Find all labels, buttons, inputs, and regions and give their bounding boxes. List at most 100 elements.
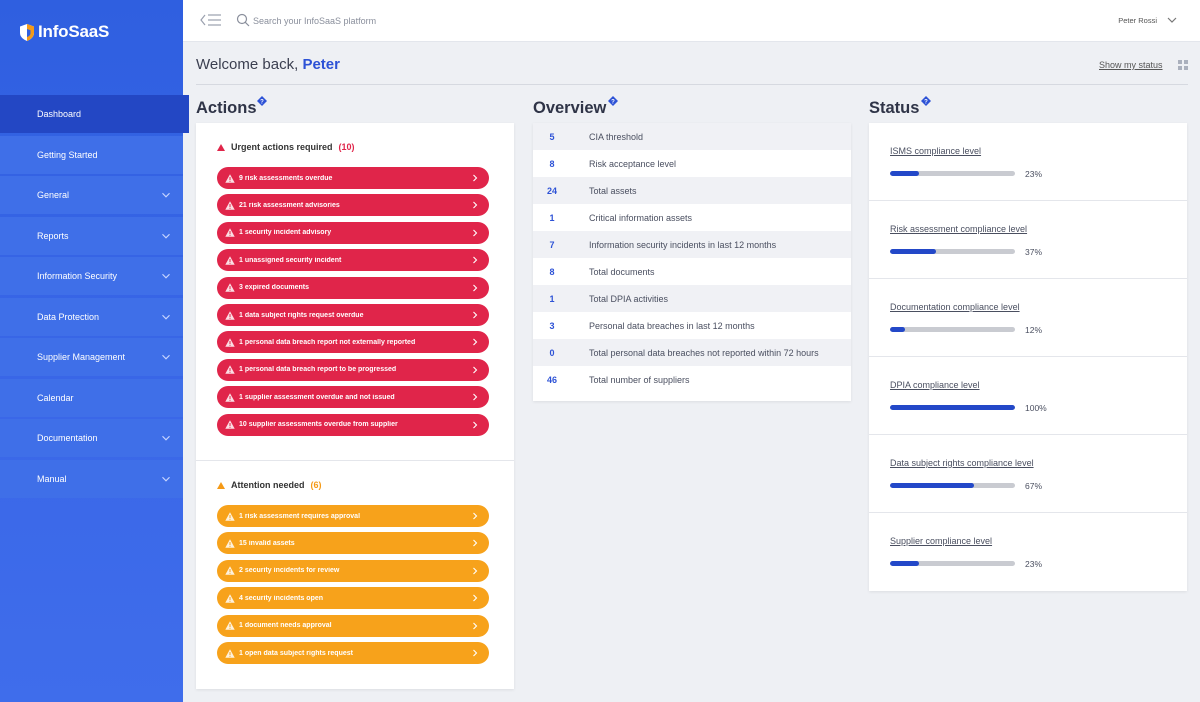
overview-value: 8: [549, 266, 555, 277]
sidebar-item-reports[interactable]: Reports: [0, 216, 183, 255]
action-item-button[interactable]: 1 data subject rights request overdue: [217, 304, 489, 326]
compliance-block: DPIA compliance level 100%: [869, 357, 1187, 435]
compliance-level-link[interactable]: Data subject rights compliance level: [890, 458, 1034, 468]
action-item-button[interactable]: 15 invalid assets: [217, 532, 489, 555]
collapse-menu-icon[interactable]: [200, 13, 222, 27]
overview-value: 1: [549, 293, 555, 304]
action-item-button[interactable]: 1 risk assessment requires approval: [217, 505, 489, 527]
overview-row: 5 CIA threshold: [533, 123, 851, 150]
chevron-right-icon: [471, 284, 479, 292]
welcome-heading: Welcome back, Peter: [196, 56, 340, 73]
overview-value: 0: [549, 347, 555, 358]
sidebar-item-manual[interactable]: Manual: [0, 459, 183, 498]
compliance-progress-bar: [890, 561, 1015, 566]
action-item-label: 3 expired documents: [239, 284, 310, 292]
show-my-status-link[interactable]: Show my status: [1099, 60, 1163, 70]
action-item-button[interactable]: 9 risk assessments overdue: [217, 167, 489, 189]
compliance-level-link[interactable]: DPIA compliance level: [890, 380, 980, 390]
action-item-button[interactable]: 1 unassigned security incident: [217, 249, 489, 272]
urgent-actions-heading: Urgent actions required (10): [217, 142, 355, 152]
warning-triangle-icon: [225, 539, 235, 548]
overview-row: 3 Personal data breaches in last 12 month…: [533, 312, 851, 339]
overview-label: Total documents: [589, 266, 655, 277]
chevron-down-icon[interactable]: [1166, 14, 1178, 26]
chevron-down-icon: [159, 229, 173, 243]
action-item-button[interactable]: 1 document needs approval: [217, 614, 489, 637]
action-item-button[interactable]: 4 security incidents open: [217, 587, 489, 610]
action-item-button[interactable]: 21 risk assessment advisories: [217, 194, 489, 217]
compliance-percent: 23%: [1025, 169, 1043, 179]
help-icon[interactable]: ?: [257, 96, 267, 106]
sidebar-item-getting-started[interactable]: Getting Started: [0, 135, 183, 174]
overview-value: 5: [549, 131, 555, 142]
sidebar-item-supplier-management[interactable]: Supplier Management: [0, 338, 183, 376]
action-item-label: 2 security incidents for review: [239, 567, 340, 575]
grid-view-icon[interactable]: [1178, 60, 1188, 70]
help-icon[interactable]: ?: [608, 96, 618, 106]
sidebar-item-label: Manual: [37, 473, 67, 484]
overview-label: Information security incidents in last 1…: [589, 239, 777, 250]
action-item-label: 1 security incident advisory: [239, 229, 332, 237]
status-card: ISMS compliance level 23% Risk assessment …: [869, 123, 1187, 591]
overview-value: 3: [549, 320, 555, 331]
compliance-progress-fill: [890, 171, 919, 176]
sidebar-item-label: Calendar: [37, 392, 74, 403]
overview-row: 8 Total documents: [533, 258, 851, 285]
compliance-level-link[interactable]: Documentation compliance level: [890, 302, 1020, 312]
sidebar-item-information-security[interactable]: Information Security: [0, 257, 183, 295]
action-item-label: 4 security incidents open: [239, 594, 324, 602]
action-item-label: 9 risk assessments overdue: [239, 174, 333, 182]
actions-divider: [196, 460, 514, 461]
compliance-progress-bar: [890, 483, 1015, 488]
overview-label: Total personal data breaches not reporte…: [589, 347, 819, 358]
sidebar-item-general[interactable]: General: [0, 176, 183, 214]
warning-triangle-icon: [225, 621, 235, 630]
svg-text:?: ?: [924, 99, 928, 105]
welcome-user-name: Peter: [302, 56, 340, 73]
action-item-button[interactable]: 10 supplier assessments overdue from sup…: [217, 413, 489, 436]
chevron-right-icon: [471, 229, 479, 237]
urgent-actions-count: (10): [338, 142, 355, 152]
chevron-right-icon: [471, 174, 479, 182]
overview-label: Risk acceptance level: [589, 158, 677, 169]
chevron-right-icon: [471, 201, 479, 209]
warning-triangle-icon: [225, 201, 235, 210]
compliance-level-link[interactable]: Supplier compliance level: [890, 536, 993, 546]
action-item-button[interactable]: 1 supplier assessment overdue and not is…: [217, 386, 489, 409]
compliance-level-link[interactable]: ISMS compliance level: [890, 146, 982, 156]
sidebar-item-dashboard[interactable]: Dashboard: [0, 95, 189, 133]
action-item-button[interactable]: 3 expired documents: [217, 276, 489, 299]
overview-title: Overview: [533, 99, 607, 117]
overview-value: 46: [546, 374, 557, 385]
chevron-right-icon: [471, 421, 479, 429]
chevron-right-icon: [471, 338, 479, 346]
chevron-down-icon: [159, 310, 173, 324]
overview-label: Total assets: [589, 185, 637, 196]
action-item-button[interactable]: 1 personal data breach report to be prog…: [217, 358, 489, 381]
compliance-level-link[interactable]: Risk assessment compliance level: [890, 224, 1028, 234]
action-item-button[interactable]: 1 security incident advisory: [217, 221, 489, 244]
compliance-progress-bar: [890, 249, 1015, 254]
sidebar-item-data-protection[interactable]: Data Protection: [0, 297, 183, 336]
sidebar-item-calendar[interactable]: Calendar: [0, 378, 183, 417]
action-item-button[interactable]: 1 open data subject rights request: [217, 642, 489, 664]
warning-triangle-icon: [225, 283, 235, 292]
search-input[interactable]: [253, 12, 513, 30]
sidebar: InfoSaaS Dashboard Getting Started General…: [0, 0, 189, 702]
actions-card: Urgent actions required (10) 9 risk asse…: [196, 123, 514, 689]
sidebar-item-label: Documentation: [37, 433, 98, 443]
action-item-label: 1 risk assessment requires approval: [239, 512, 361, 520]
brand-logo[interactable]: InfoSaaS: [20, 22, 109, 42]
warning-triangle-icon: [225, 566, 235, 575]
help-icon[interactable]: ?: [921, 96, 931, 106]
chevron-down-icon: [159, 431, 173, 445]
chevron-right-icon: [471, 311, 479, 319]
sidebar-item-documentation[interactable]: Documentation: [0, 419, 183, 457]
chevron-right-icon: [471, 594, 479, 602]
action-item-button[interactable]: 1 personal data breach report not extern…: [217, 331, 489, 354]
warning-triangle-icon: [225, 511, 235, 521]
warning-triangle-icon: [225, 228, 235, 237]
action-item-button[interactable]: 2 security incidents for review: [217, 559, 489, 582]
user-name[interactable]: Peter Rossi: [1118, 16, 1157, 25]
warning-triangle-icon: [225, 255, 235, 265]
